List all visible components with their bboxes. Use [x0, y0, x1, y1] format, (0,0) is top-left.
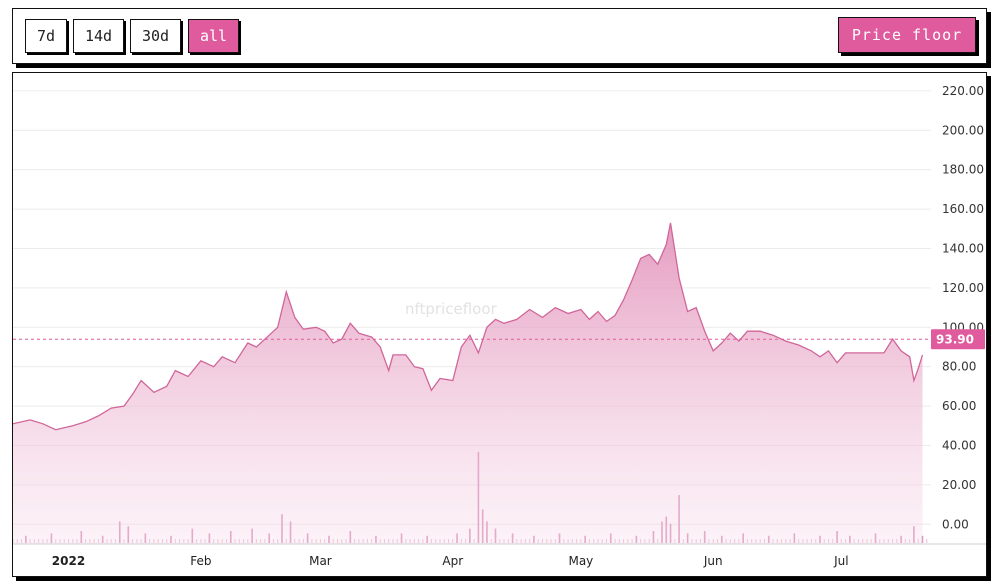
range-all-button[interactable]: all: [188, 19, 239, 53]
y-tick-label: 200.00: [942, 123, 984, 137]
y-tick-label: 180.00: [942, 163, 984, 177]
x-tick-label: Apr: [442, 554, 463, 568]
time-range-toolbar: 7d 14d 30d all Price floor: [12, 8, 987, 64]
y-axis: 220.00200.00180.00160.00140.00120.00100.…: [942, 84, 984, 531]
y-tick-label: 120.00: [942, 281, 984, 295]
price-floor-chart: 220.00200.00180.00160.00140.00120.00100.…: [13, 84, 986, 568]
y-tick-label: 0.00: [942, 517, 969, 531]
current-price-badge: 93.90: [931, 329, 985, 350]
range-30d-button[interactable]: 30d: [130, 19, 181, 53]
range-7d-button[interactable]: 7d: [25, 19, 67, 53]
watermark-text: nftpricefloor: [405, 300, 498, 318]
y-tick-label: 20.00: [942, 478, 976, 492]
x-axis: 2022 Feb Mar Apr May Jun Jul: [52, 554, 849, 568]
price-floor-button[interactable]: Price floor: [838, 17, 976, 53]
y-tick-label: 140.00: [942, 241, 984, 255]
x-tick-label: Mar: [309, 554, 332, 568]
volume-bar: [926, 539, 928, 543]
x-tick-label: Feb: [190, 554, 211, 568]
chart-panel: 220.00 200.00 180.00 160.00 140.00 120.00 100.…: [12, 72, 987, 577]
price-line: [13, 222, 924, 431]
x-tick-label: Jun: [703, 554, 723, 568]
x-tick-label: May: [568, 554, 593, 568]
y-tick-label: 220.00: [942, 84, 984, 98]
y-tick-label: 160.00: [942, 202, 984, 216]
x-tick-label: 2022: [52, 554, 85, 568]
y-tick-label: 80.00: [942, 360, 976, 374]
x-tick-label: Jul: [833, 554, 848, 568]
range-14d-button[interactable]: 14d: [73, 19, 124, 53]
current-price-label: 93.90: [936, 332, 974, 346]
y-tick-label: 40.00: [942, 438, 976, 452]
price-area: [13, 222, 923, 544]
y-tick-label: 60.00: [942, 399, 976, 413]
